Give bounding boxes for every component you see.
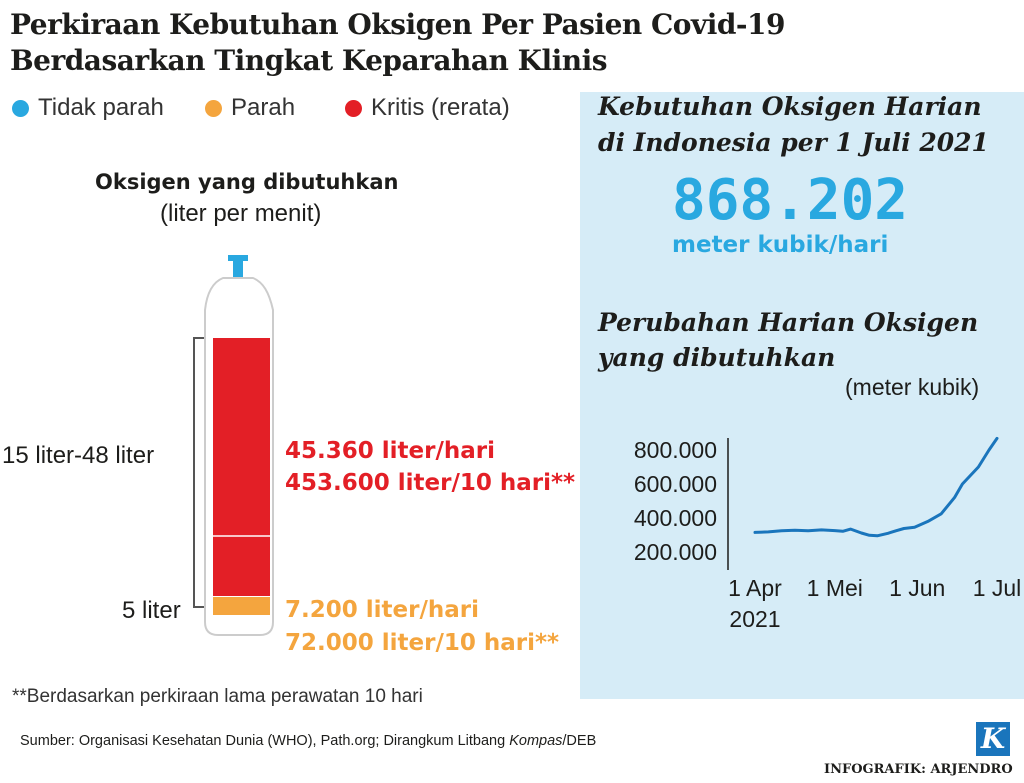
low-label: 5 liter [122,597,181,624]
severe-per-10-days: 72.000 liter/10 hari** [285,630,560,656]
critical-per-10-days: 453.600 liter/10 hari** [285,470,576,496]
daily-unit: meter kubik/hari [672,232,889,258]
title-line-2: Berdasarkan Tingkat Keparahan Klinis [10,44,608,77]
kompas-logo: K [976,722,1010,756]
legend-item-tidak-parah: Tidak parah [12,94,164,122]
credit: INFOGRAFIK: ARJENDRO [824,762,1013,777]
y-tick-label: 200.000 [634,539,717,565]
tank-subheading: (liter per menit) [160,200,322,227]
chart-ylabel: (meter kubik) [845,374,980,400]
daily-panel [580,92,1024,699]
source-italic: Kompas [509,733,563,749]
y-tick-label: 400.000 [634,505,717,531]
range-bracket [193,337,204,608]
x-tick-label: 1 Jun [889,575,945,601]
source-prefix: Sumber: Organisasi Kesehatan Dunia (WHO)… [20,733,510,749]
legend-dot-red [345,99,362,117]
daily-value: 868.202 [672,168,909,233]
tank-valve-stem [233,261,243,278]
x-tick-label: 1 Mei [807,575,863,601]
oxygen-line-chart: 800.000 600.000 400.000 200.000 1 Apr 1 Mei 1… [634,436,1022,632]
title-line-1: Perkiraan Kebutuhan Oksigen Per Pasien C… [10,8,786,41]
legend-label-parah: Parah [231,94,296,121]
source-line: Sumber: Organisasi Kesehatan Dunia (WHO)… [20,733,596,749]
oxygen-series-line [753,436,999,538]
legend-item-parah: Parah [205,94,295,122]
y-tick-label: 800.000 [634,437,717,463]
legend-label-tidak-parah: Tidak parah [38,94,164,121]
legend-item-kritis: Kritis (rerata) [345,94,510,122]
daily-title-line-2: di Indonesia per 1 Juli 2021 [598,128,989,157]
source-suffix: /DEB [562,733,597,749]
tank-fill-critical [213,338,270,596]
tank-valve-cap [228,255,248,261]
range-label: 15 liter-48 liter [2,442,155,469]
legend-label-kritis: Kritis (rerata) [371,94,510,121]
legend-dot-blue [12,99,29,117]
severe-per-day: 7.200 liter/hari [285,597,479,623]
x-tick-label: 1 Jul [973,575,1022,601]
legend-dot-orange [205,99,222,117]
daily-title-line-1: Kebutuhan Oksigen Harian [598,92,982,121]
critical-per-day: 45.360 liter/hari [285,438,495,464]
oxygen-tank [204,255,274,636]
tank-fill-severe [213,597,270,615]
chart-title-line-1: Perubahan Harian Oksigen [598,308,979,337]
footnote: **Berdasarkan perkiraan lama perawatan 1… [12,686,423,707]
x-tick-year: 2021 [729,606,780,632]
x-tick-label: 1 Apr [728,575,782,601]
y-tick-label: 600.000 [634,471,717,497]
chart-title-line-2: yang dibutuhkan [598,343,836,372]
tank-heading: Oksigen yang dibutuhkan [95,170,399,194]
